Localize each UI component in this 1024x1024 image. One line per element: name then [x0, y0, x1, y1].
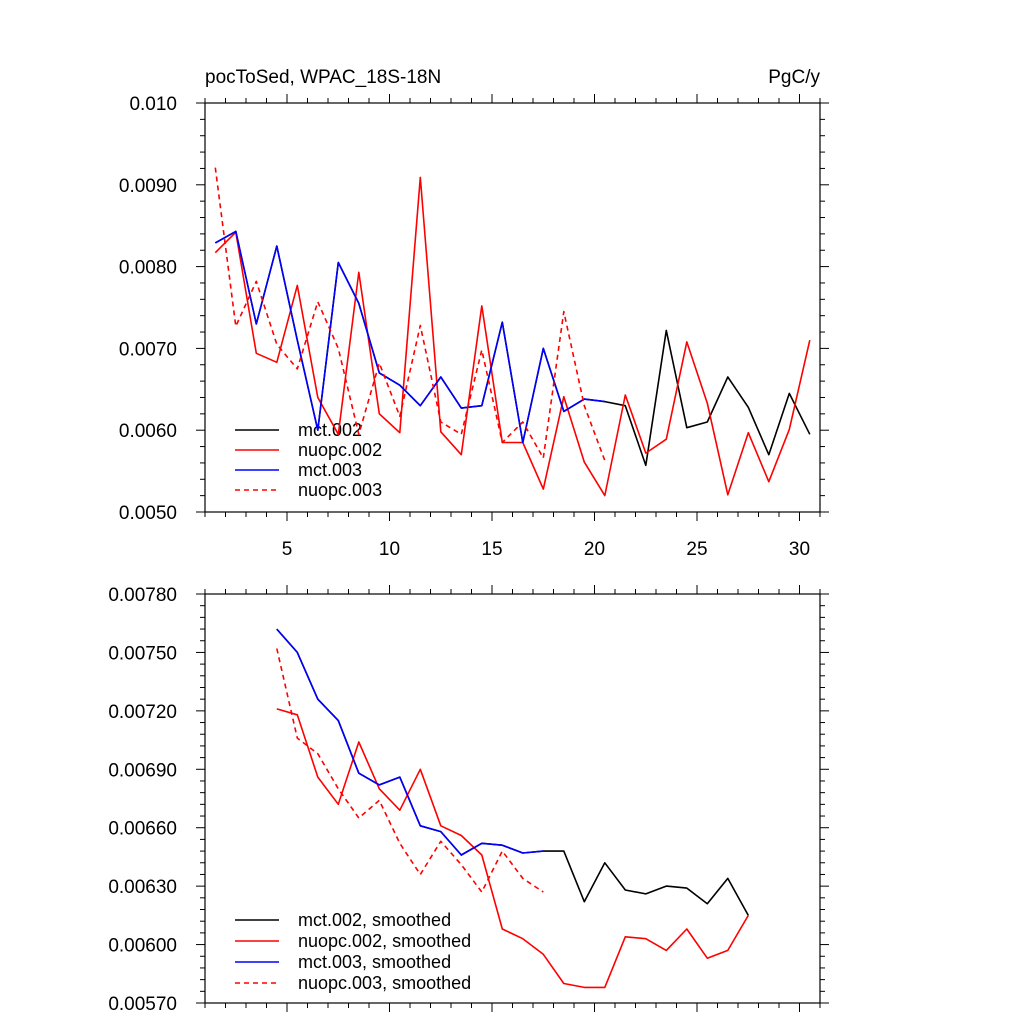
y-tick-label: 0.00690 — [108, 760, 177, 781]
legend-label: mct.002, smoothed — [298, 910, 451, 930]
x-tick-label: 15 — [481, 539, 502, 560]
chart-units: PgC/y — [768, 67, 820, 88]
x-tick-label: 30 — [789, 539, 810, 560]
series-line-nuopc-002 — [214, 176, 811, 497]
y-tick-label: 0.0090 — [119, 176, 177, 197]
x-tick-label: 25 — [686, 539, 707, 560]
series-line-nuopc-003-smoothed — [276, 648, 544, 893]
series-line-nuopc-002-smoothed — [276, 708, 749, 989]
legend-label: nuopc.002, smoothed — [298, 931, 471, 951]
legend-label: mct.002 — [298, 420, 362, 440]
x-tick-label: 5 — [282, 539, 293, 560]
bottom-chart-panel: 0.00570 0.00600 0.00630 0.00660 0.00690 0.007… — [108, 585, 829, 1015]
y-tick-label: 0.010 — [129, 94, 177, 115]
y-tick-label: 0.00750 — [108, 643, 177, 664]
x-tick-label: 20 — [584, 539, 605, 560]
legend-label: nuopc.003, smoothed — [298, 973, 471, 993]
legend-label: mct.003, smoothed — [298, 952, 451, 972]
top-chart-panel: pocToSed, WPAC_18S-18N PgC/y 5 10 15 20 25 30… — [119, 67, 829, 560]
y-tick-label: 0.00660 — [108, 819, 177, 840]
y-tick-label: 0.00720 — [108, 702, 177, 723]
y-tick-label: 0.0060 — [119, 421, 177, 442]
series-line-mct-003-smoothed — [276, 628, 544, 856]
series-line-mct-003 — [214, 230, 605, 444]
y-tick-label: 0.00780 — [108, 585, 177, 606]
y-tick-label: 0.00570 — [108, 994, 177, 1015]
y-tick-label: 0.0080 — [119, 258, 177, 279]
series-line-nuopc-003 — [214, 167, 606, 461]
y-tick-label: 0.00630 — [108, 877, 177, 898]
y-tick-label: 0.0070 — [119, 339, 177, 360]
series-line-mct-002-smoothed — [276, 628, 749, 916]
legend-label: nuopc.002 — [298, 440, 382, 460]
y-tick-label: 0.0050 — [119, 503, 177, 524]
legend-label: nuopc.003 — [298, 480, 382, 500]
x-tick-label: 10 — [379, 539, 400, 560]
y-tick-label: 0.00600 — [108, 936, 177, 957]
chart-title: pocToSed, WPAC_18S-18N — [205, 67, 441, 88]
legend-label: mct.003 — [298, 460, 362, 480]
